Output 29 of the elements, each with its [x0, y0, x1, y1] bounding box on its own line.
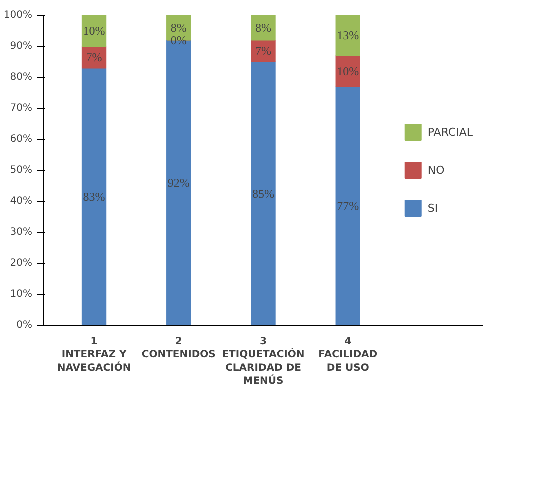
data-label: 92% — [168, 176, 190, 190]
data-label: 7% — [256, 44, 272, 58]
y-tick-label: 70% — [10, 103, 33, 114]
x-tick-label: 3 ETIQUETACIÓN CLARIDAD DE MENÚS — [222, 336, 305, 388]
data-label: 8% — [256, 20, 272, 35]
y-tick-label: 60% — [10, 134, 33, 145]
data-label: 10% — [83, 24, 106, 38]
data-label: 8% — [170, 20, 187, 35]
legend-label: SI — [428, 202, 440, 214]
data-label: 85% — [252, 186, 274, 201]
y-tick-label: 80% — [10, 72, 33, 83]
y-tick-label: 90% — [10, 41, 33, 52]
x-tick-label: 4 FACILIDAD DE USO — [318, 336, 378, 374]
y-tick-label: 10% — [10, 289, 33, 300]
data-label: 10% — [337, 64, 360, 78]
data-label: 13% — [337, 28, 360, 43]
legend-label: NO — [428, 164, 446, 176]
y-tick-label: 30% — [10, 227, 33, 238]
data-label: 77% — [337, 199, 360, 214]
y-tick-label: 0% — [16, 320, 33, 331]
y-tick-label: 20% — [10, 258, 33, 269]
y-tick-label: 100% — [4, 10, 33, 21]
y-tick-label: 50% — [10, 165, 33, 176]
x-tick-label: 2 CONTENIDOS — [142, 336, 216, 361]
data-label: 7% — [86, 50, 102, 64]
x-tick-label: 1 INTERFAZ Y NAVEGACIÓN — [57, 336, 132, 374]
y-tick-label: 40% — [10, 196, 33, 207]
legend-label: PARCIAL — [428, 126, 473, 138]
data-label: 83% — [83, 190, 106, 204]
